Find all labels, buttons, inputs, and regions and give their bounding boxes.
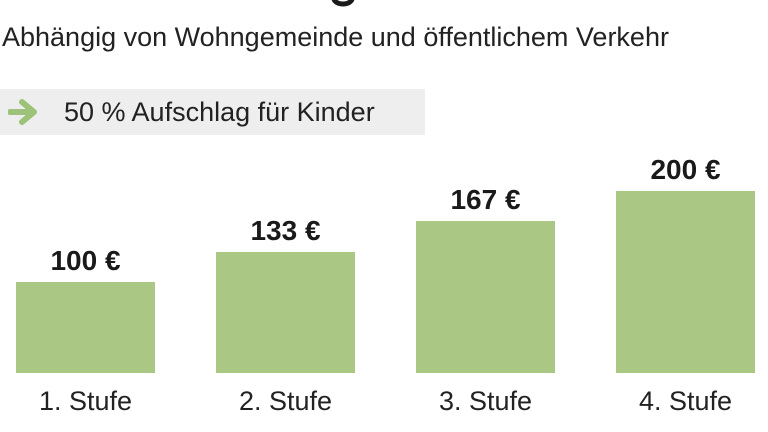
value-label-4: 200 € — [650, 154, 720, 185]
bar-chart: 100 € 1. Stufe 133 € 2. Stufe 167 € 3. Stufe 2… — [16, 154, 755, 416]
chart-subtitle: Abhängig von Wohngemeinde und öffentlich… — [2, 22, 669, 52]
bar-3 — [416, 221, 555, 373]
arrow-right-icon — [8, 99, 37, 125]
bar-4 — [616, 191, 755, 373]
category-label-1: 1. Stufe — [39, 386, 132, 416]
category-label-2: 2. Stufe — [239, 386, 332, 416]
note-box: 50 % Aufschlag für Kinder — [0, 89, 425, 135]
bar-1 — [16, 282, 155, 373]
value-label-1: 100 € — [50, 245, 120, 276]
value-label-2: 133 € — [250, 215, 320, 246]
category-label-3: 3. Stufe — [439, 386, 532, 416]
title-descender-fragment — [330, 0, 356, 8]
bar-2 — [216, 251, 355, 373]
category-label-4: 4. Stufe — [639, 386, 732, 416]
note-text: 50 % Aufschlag für Kinder — [64, 97, 375, 127]
value-label-3: 167 € — [450, 184, 520, 215]
